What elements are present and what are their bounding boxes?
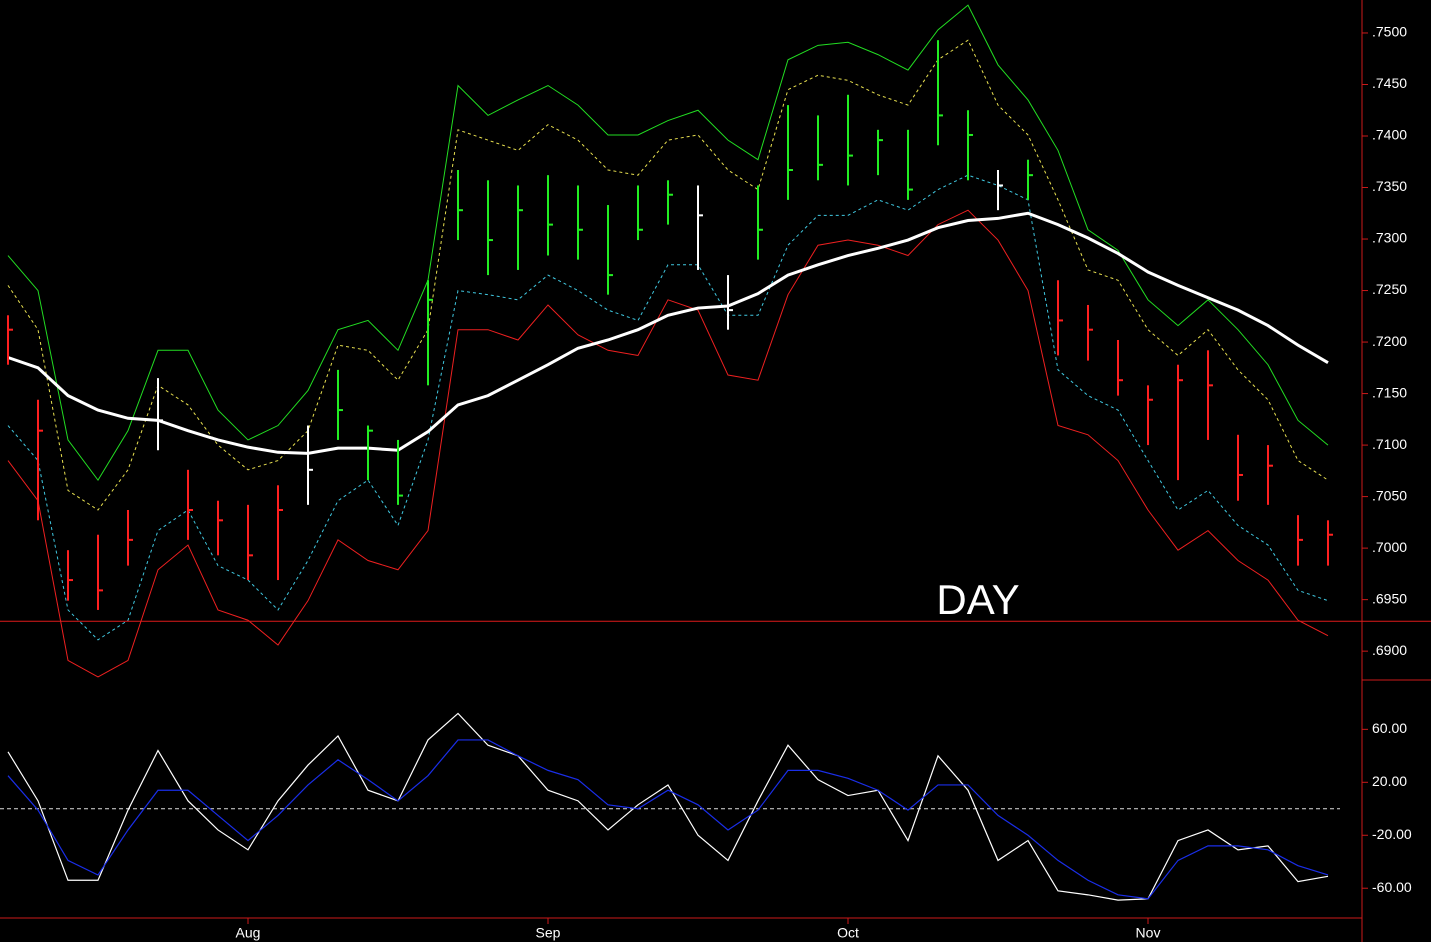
x-tick-label: Aug bbox=[236, 925, 261, 941]
y-tick-label: .7250 bbox=[1372, 281, 1407, 297]
y-tick-label: .7200 bbox=[1372, 333, 1407, 349]
y-tick-label: .6950 bbox=[1372, 590, 1407, 606]
y-tick-label: .7400 bbox=[1372, 127, 1407, 143]
y-tick-label: .7500 bbox=[1372, 24, 1407, 40]
y-tick-label: .7300 bbox=[1372, 230, 1407, 246]
y-tick-label: -20.00 bbox=[1372, 826, 1412, 842]
x-tick-label: Nov bbox=[1136, 925, 1161, 941]
y-tick-label: 20.00 bbox=[1372, 773, 1407, 789]
band-line bbox=[7, 211, 1329, 455]
y-tick-label: .7350 bbox=[1372, 178, 1407, 194]
y-tick-label: .7150 bbox=[1372, 384, 1407, 400]
annotation: DAY bbox=[936, 576, 1019, 623]
oscillator-line bbox=[7, 712, 1329, 901]
y-tick-label: .7000 bbox=[1372, 539, 1407, 555]
x-tick-label: Oct bbox=[837, 925, 859, 941]
oscillator-line bbox=[7, 739, 1329, 900]
band-line bbox=[7, 174, 1329, 641]
y-tick-label: .7450 bbox=[1372, 75, 1407, 91]
band-line bbox=[7, 209, 1329, 678]
band-line bbox=[7, 4, 1329, 482]
y-tick-label: .7100 bbox=[1372, 436, 1407, 452]
x-tick-label: Sep bbox=[536, 925, 561, 941]
y-tick-label: -60.00 bbox=[1372, 879, 1412, 895]
y-tick-label: 60.00 bbox=[1372, 720, 1407, 736]
y-tick-label: .6900 bbox=[1372, 642, 1407, 658]
y-tick-label: .7050 bbox=[1372, 487, 1407, 503]
